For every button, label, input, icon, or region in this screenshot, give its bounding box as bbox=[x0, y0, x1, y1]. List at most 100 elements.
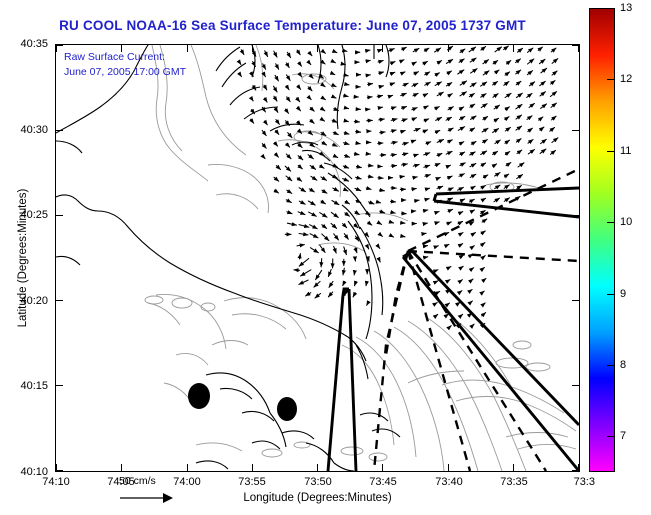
current-vector bbox=[365, 255, 370, 262]
current-vector bbox=[274, 74, 279, 82]
current-vector bbox=[492, 80, 499, 86]
current-vector bbox=[447, 139, 453, 144]
current-vector bbox=[342, 187, 349, 192]
current-vector bbox=[342, 280, 347, 287]
current-vector bbox=[367, 200, 375, 205]
current-vector bbox=[298, 232, 309, 237]
current-vector bbox=[355, 175, 362, 180]
current-vector bbox=[434, 81, 442, 87]
current-vector bbox=[423, 118, 430, 123]
current-vector bbox=[364, 280, 369, 287]
current-vector bbox=[526, 115, 533, 121]
map-plot-area[interactable]: Raw Surface Current: June 07, 2005 17:00… bbox=[55, 44, 580, 503]
current-vector bbox=[399, 71, 406, 76]
current-vector bbox=[273, 188, 280, 194]
current-vector bbox=[343, 233, 349, 240]
current-vector bbox=[447, 127, 454, 133]
current-vector bbox=[306, 94, 312, 101]
current-vector bbox=[470, 68, 478, 74]
current-vector bbox=[332, 187, 340, 192]
annotation-line-2: June 07, 2005 17:00 GMT bbox=[64, 66, 186, 78]
current-vector bbox=[412, 47, 420, 53]
current-vector bbox=[422, 208, 429, 213]
current-vector bbox=[434, 106, 440, 111]
x-tickmark bbox=[317, 45, 318, 52]
x-tickmark bbox=[56, 464, 57, 471]
current-vector bbox=[260, 153, 266, 160]
colorbar-tickmark bbox=[607, 222, 615, 224]
current-vector bbox=[470, 140, 477, 146]
current-vector bbox=[503, 173, 510, 179]
colorbar-tick-8: 8 bbox=[620, 358, 627, 371]
current-vector bbox=[298, 279, 309, 285]
current-vector bbox=[321, 188, 328, 194]
current-vector bbox=[343, 130, 350, 135]
current-vector bbox=[401, 152, 409, 157]
radar-beam-solid-lines bbox=[326, 186, 579, 471]
current-vector bbox=[539, 148, 547, 154]
current-vector bbox=[249, 118, 255, 124]
current-vector bbox=[332, 163, 339, 168]
current-vector bbox=[309, 224, 318, 230]
current-vector bbox=[551, 58, 559, 64]
current-vector bbox=[504, 106, 510, 112]
x-tick-7: 73:35 bbox=[500, 476, 528, 488]
current-vector bbox=[343, 72, 349, 77]
current-vector bbox=[298, 257, 310, 267]
x-tickmark bbox=[448, 45, 449, 52]
current-vector bbox=[526, 58, 535, 65]
current-vector bbox=[537, 116, 544, 122]
current-vector bbox=[342, 141, 350, 146]
current-vector bbox=[330, 222, 338, 229]
current-vector bbox=[411, 82, 419, 88]
scale-legend-label: 50 cm/s bbox=[119, 475, 156, 487]
current-vector bbox=[436, 138, 445, 144]
current-vector bbox=[492, 128, 500, 134]
colorbar-tickmark bbox=[607, 79, 615, 81]
y-tickmark bbox=[56, 300, 63, 301]
current-vector bbox=[447, 106, 454, 111]
current-vector bbox=[481, 218, 488, 224]
current-vector bbox=[297, 71, 303, 78]
x-tick-8: 73:3 bbox=[573, 476, 595, 488]
y-tickmark bbox=[56, 45, 63, 46]
current-vector bbox=[343, 93, 349, 98]
current-vector bbox=[307, 200, 316, 206]
current-vector bbox=[377, 106, 384, 111]
current-vector bbox=[445, 164, 452, 170]
current-vector bbox=[332, 245, 337, 254]
x-tickmark bbox=[317, 464, 318, 471]
current-vector bbox=[480, 230, 486, 236]
current-vector bbox=[505, 60, 512, 66]
y-tick-3: 40:25 bbox=[20, 209, 48, 221]
current-vector bbox=[354, 187, 362, 192]
current-vector bbox=[353, 223, 359, 229]
radar-beam-dashed-lines bbox=[372, 167, 579, 471]
current-vector bbox=[297, 61, 303, 67]
current-vector bbox=[458, 58, 465, 64]
current-vector bbox=[320, 199, 326, 205]
current-vector bbox=[526, 47, 534, 53]
current-vector bbox=[342, 164, 350, 169]
current-vector bbox=[261, 143, 267, 149]
current-vector bbox=[482, 115, 489, 121]
current-vector bbox=[504, 151, 511, 156]
current-vector bbox=[411, 61, 417, 67]
current-vector bbox=[411, 187, 417, 192]
current-vector bbox=[273, 152, 279, 158]
current-vector bbox=[480, 81, 488, 87]
current-vector bbox=[469, 245, 475, 251]
current-vector bbox=[388, 232, 395, 238]
current-vector bbox=[309, 233, 319, 239]
current-vector bbox=[343, 81, 350, 87]
current-vector bbox=[424, 71, 431, 77]
current-vector bbox=[284, 165, 292, 172]
current-vector bbox=[284, 84, 290, 91]
current-vector bbox=[319, 116, 326, 122]
current-vector bbox=[469, 151, 476, 157]
current-vector bbox=[341, 267, 346, 276]
station-markers[interactable] bbox=[188, 383, 297, 421]
current-vector bbox=[327, 268, 333, 278]
current-vector bbox=[446, 70, 452, 76]
current-vector bbox=[469, 115, 477, 121]
